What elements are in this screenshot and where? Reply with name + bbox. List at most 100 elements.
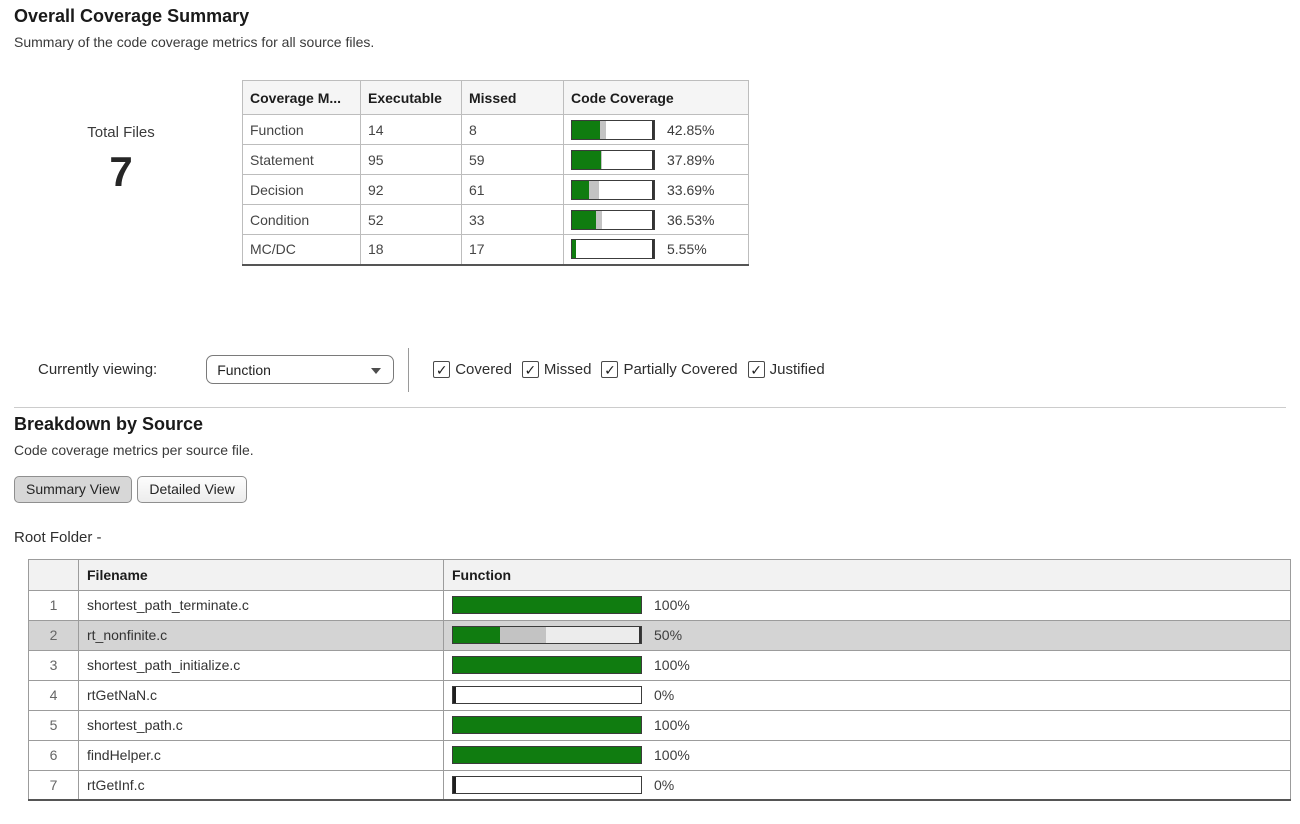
header-filename: Filename — [78, 558, 444, 591]
metric-executable: 14 — [360, 114, 462, 145]
metric-executable: 92 — [360, 174, 462, 205]
metric-row: Condition 52 33 36.53% — [242, 204, 749, 235]
missed-filter[interactable]: Missed — [521, 361, 592, 378]
coverage-bar — [571, 179, 655, 200]
justified-checkbox[interactable] — [747, 361, 765, 378]
coverage-bar — [571, 209, 655, 230]
section-separator — [14, 406, 1286, 408]
covered-checkbox-label: Covered — [455, 361, 512, 378]
filter-controls: Currently viewing: Function Covered Miss… — [0, 347, 1300, 392]
metric-dropdown-value: Function — [217, 361, 271, 378]
coverage-bar — [452, 716, 642, 734]
coverage-percent: 0% — [654, 776, 675, 793]
breakdown-section: Breakdown by Source Code coverage metric… — [0, 413, 1300, 801]
metric-name: Decision — [242, 174, 361, 205]
file-name: shortest_path.c — [78, 709, 444, 741]
file-row[interactable]: 1 shortest_path_terminate.c 100% — [28, 589, 1291, 621]
coverage-percent: 100% — [654, 657, 690, 673]
summary-view-button[interactable]: Summary View — [14, 475, 132, 503]
missed-checkbox-label: Missed — [543, 361, 592, 378]
coverage-bar — [571, 119, 655, 140]
header-function: Function — [443, 558, 1291, 591]
file-row[interactable]: 2 rt_nonfinite.c 50% — [28, 619, 1291, 651]
file-row-number: 1 — [28, 589, 79, 621]
breakdown-title: Breakdown by Source — [14, 413, 204, 434]
header-coverage-metric: Coverage M... — [242, 80, 361, 115]
root-folder-label: Root Folder - — [14, 528, 102, 546]
total-files-value: 7 — [109, 148, 133, 195]
header-executable: Executable — [360, 80, 462, 115]
metric-executable: 18 — [360, 234, 462, 265]
file-row-number: 6 — [28, 739, 79, 771]
metric-missed: 33 — [461, 204, 564, 235]
coverage-bar — [571, 239, 655, 260]
files-header-row: Filename Function — [28, 558, 1291, 591]
metrics-header-row: Coverage M... Executable Missed Code Cov… — [242, 80, 749, 115]
partially-covered-checkbox-label: Partially Covered — [623, 361, 738, 378]
coverage-percent: 33.69% — [667, 181, 715, 198]
covered-checkbox[interactable] — [433, 361, 451, 378]
coverage-percent: 50% — [654, 627, 683, 643]
overall-summary-body: Total Files 7 Coverage M... Executable M… — [0, 80, 1300, 266]
metric-missed: 17 — [461, 234, 564, 265]
partially-covered-checkbox[interactable] — [601, 361, 619, 378]
metric-name: Statement — [242, 144, 361, 175]
file-name: rtGetInf.c — [78, 769, 444, 801]
coverage-bar — [452, 626, 642, 644]
covered-filter[interactable]: Covered — [433, 361, 512, 378]
file-name: shortest_path_initialize.c — [78, 649, 444, 681]
file-row-number: 2 — [28, 619, 79, 651]
file-row[interactable]: 4 rtGetNaN.c 0% — [28, 679, 1291, 711]
total-files-label: Total Files — [87, 124, 155, 141]
coverage-report-page: Overall Coverage Summary Summary of the … — [0, 6, 1300, 824]
metric-name: MC/DC — [242, 234, 361, 265]
chevron-down-icon — [371, 368, 382, 374]
coverage-percent: 0% — [654, 687, 675, 703]
file-row-number: 3 — [28, 649, 79, 681]
file-row-number: 4 — [28, 679, 79, 711]
breakdown-subtitle: Code coverage metrics per source file. — [14, 441, 254, 458]
partially-covered-filter[interactable]: Partially Covered — [601, 361, 738, 378]
metric-row: Decision 92 61 33.69% — [242, 174, 749, 205]
coverage-bar — [452, 775, 642, 794]
coverage-percent: 5.55% — [667, 241, 707, 258]
metric-name: Function — [242, 114, 361, 145]
justified-filter[interactable]: Justified — [747, 361, 825, 378]
coverage-percent: 42.85% — [667, 121, 715, 138]
file-row-number: 7 — [28, 769, 79, 801]
header-code-coverage: Code Coverage — [563, 80, 749, 115]
view-toggle: Summary View Detailed View — [14, 475, 1300, 503]
vertical-divider — [408, 347, 410, 392]
metric-row: Function 14 8 42.85% — [242, 114, 749, 145]
metric-dropdown[interactable]: Function — [206, 355, 395, 384]
missed-checkbox[interactable] — [521, 361, 539, 378]
coverage-bar — [452, 656, 642, 674]
files-table: Filename Function 1 shortest_path_termin… — [28, 558, 1291, 801]
overall-summary-subtitle: Summary of the code coverage metrics for… — [14, 34, 375, 50]
coverage-bar — [452, 746, 642, 764]
header-missed: Missed — [461, 80, 564, 115]
file-name: shortest_path_terminate.c — [78, 589, 444, 621]
header-row-number — [28, 558, 79, 591]
coverage-percent: 100% — [654, 717, 690, 733]
file-row-number: 5 — [28, 709, 79, 741]
metric-missed: 61 — [461, 174, 564, 205]
file-row[interactable]: 7 rtGetInf.c 0% — [28, 769, 1291, 801]
overall-summary-title: Overall Coverage Summary — [14, 6, 250, 26]
metric-missed: 59 — [461, 144, 564, 175]
coverage-percent: 37.89% — [667, 151, 715, 168]
file-row[interactable]: 6 findHelper.c 100% — [28, 739, 1291, 771]
coverage-percent: 100% — [654, 597, 690, 613]
overall-metrics-table: Coverage M... Executable Missed Code Cov… — [242, 80, 749, 266]
justified-checkbox-label: Justified — [769, 361, 825, 378]
file-row[interactable]: 5 shortest_path.c 100% — [28, 709, 1291, 741]
metric-executable: 52 — [360, 204, 462, 235]
file-name: rtGetNaN.c — [78, 679, 444, 711]
metric-name: Condition — [242, 204, 361, 235]
file-row[interactable]: 3 shortest_path_initialize.c 100% — [28, 649, 1291, 681]
coverage-bar — [452, 686, 642, 704]
detailed-view-button[interactable]: Detailed View — [137, 475, 247, 503]
file-name: findHelper.c — [78, 739, 444, 771]
file-name: rt_nonfinite.c — [78, 619, 444, 651]
currently-viewing-label: Currently viewing: — [38, 361, 158, 378]
